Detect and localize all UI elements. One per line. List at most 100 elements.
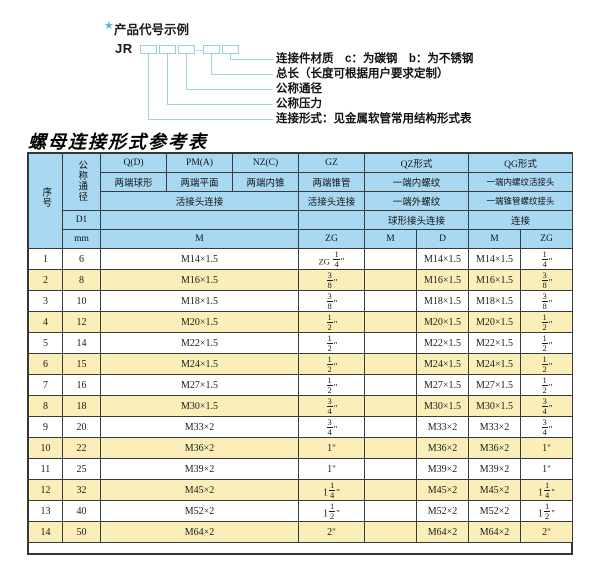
code-label-nominal-diameter: 公称通径: [276, 83, 322, 95]
cell-qz-m: [364, 521, 417, 543]
cell-seq: 4: [28, 311, 63, 333]
cell-qg-zg: 1": [520, 458, 574, 480]
cell-qg-zg: 1 2 ": [520, 332, 574, 354]
cell-thread-m: M36×2: [100, 437, 299, 459]
cell-qz-d: M27×1.5: [415, 374, 470, 396]
code-box-5: [222, 45, 239, 54]
cell-gz-zg: 1 1 4 ": [298, 479, 365, 501]
cell-gz-zg: 3 4 ": [298, 416, 365, 438]
code-prefix: JR: [115, 41, 133, 56]
cell-thread-m: M20×1.5: [100, 311, 299, 333]
cell-qg-m: M33×2: [468, 416, 522, 438]
cell-qg-zg: 3 8 ": [520, 290, 574, 312]
header-endform-qd: 两端球形: [100, 172, 167, 192]
cell-gz-zg: 1 2 ": [298, 332, 365, 354]
leader-line-1-horizontal: [230, 59, 273, 60]
cell-thread-m: M33×2: [100, 416, 299, 438]
table-row: 3 10 M18×1.5 3 8 " M18×1.5 M18×1.5 3 8 ": [28, 290, 574, 312]
header-row-end-forms: 两端球形 两端平面 两端内锥 两端锥管 一端内螺纹 一端内螺纹活接头: [29, 172, 574, 192]
cell-qz-m: [364, 479, 417, 501]
leader-line-3-horizontal: [186, 89, 273, 90]
header-unit-zg-gz: ZG: [298, 229, 365, 249]
cell-dn: 14: [62, 332, 101, 354]
cell-gz-zg: 1": [298, 437, 365, 459]
header-endform-gz: 两端锥管: [298, 172, 365, 192]
table-body: 1 6 M14×1.5 ZG 1 4 " M14×1.5 M14×1.5 1 4 " 2 8 M16×1.…: [28, 248, 574, 543]
cell-qg-m: M20×1.5: [468, 311, 522, 333]
cell-seq: 6: [28, 353, 63, 375]
header-row-connection-2: D1 球形接头连接 连接: [29, 210, 574, 230]
table-row: 6 15 M24×1.5 1 2 " M24×1.5 M24×1.5 1 2 ": [28, 353, 574, 375]
cell-qz-d: M20×1.5: [415, 311, 470, 333]
header-row-type-codes: 序号 公称通径 Q(D) PM(A) NZ(C) GZ QZ形式 QG形式: [28, 153, 574, 249]
cell-qg-m: M14×1.5: [468, 248, 522, 270]
code-label-nominal-pressure: 公称压力: [276, 98, 322, 110]
leader-line-1-vertical: [230, 54, 231, 60]
cell-qg-zg: 1 4 ": [520, 248, 574, 270]
cell-qz-m: [364, 332, 417, 354]
header-dn-mm: mm: [62, 229, 101, 249]
header-unit-m-left: M: [100, 229, 299, 249]
cell-gz-zg: 1": [298, 458, 365, 480]
header-conn2-gz: [298, 210, 365, 230]
cell-qg-m: M39×2: [468, 458, 522, 480]
cell-dn: 10: [62, 290, 101, 312]
cell-gz-zg: 2": [298, 521, 365, 543]
cell-qz-d: M22×1.5: [415, 332, 470, 354]
cell-qz-d: M18×1.5: [415, 290, 470, 312]
cell-dn: 16: [62, 374, 101, 396]
cell-qz-d: M39×2: [415, 458, 470, 480]
leader-line-4-vertical: [167, 54, 168, 105]
cell-thread-m: M52×2: [100, 500, 299, 522]
cell-qg-m: M24×1.5: [468, 353, 522, 375]
cell-gz-zg: 1 2 ": [298, 311, 365, 333]
cell-qz-m: [364, 290, 417, 312]
table-row: 4 12 M20×1.5 1 2 " M20×1.5 M20×1.5 1 2 ": [28, 311, 574, 333]
cell-dn: 40: [62, 500, 101, 522]
code-box-4: [203, 45, 220, 54]
cell-seq: 8: [28, 395, 63, 417]
cell-dn: 22: [62, 437, 101, 459]
cell-thread-m: M18×1.5: [100, 290, 299, 312]
code-box-2: [159, 45, 176, 54]
cell-qz-d: M14×1.5: [415, 248, 470, 270]
cell-qg-zg: 1 2 ": [520, 374, 574, 396]
cell-seq: 9: [28, 416, 63, 438]
cell-qz-d: M30×1.5: [415, 395, 470, 417]
code-box-1: [140, 45, 157, 54]
cell-seq: 11: [28, 458, 63, 480]
cell-thread-m: M45×2: [100, 479, 299, 501]
cell-qg-m: M36×2: [468, 437, 522, 459]
header-code-pma: PM(A): [166, 153, 233, 173]
cell-thread-m: M39×2: [100, 458, 299, 480]
cell-gz-zg: 3 8 ": [298, 290, 365, 312]
table-header: 序号 公称通径 Q(D) PM(A) NZ(C) GZ QZ形式 QG形式 两端…: [28, 153, 574, 249]
cell-gz-zg: 1 1 2 ": [298, 500, 365, 522]
cell-seq: 14: [28, 521, 63, 543]
header-conn1-gz: 活接头连接: [298, 191, 365, 211]
table-row: 14 50 M64×2 2" M64×2 M64×2 2": [28, 521, 574, 543]
cell-qz-d: M33×2: [415, 416, 470, 438]
header-unit-zg-qg: ZG: [520, 229, 574, 249]
cell-seq: 12: [28, 479, 63, 501]
star-icon: ★: [104, 20, 114, 32]
cell-seq: 2: [28, 269, 63, 291]
cell-seq: 3: [28, 290, 63, 312]
cell-thread-m: M27×1.5: [100, 374, 299, 396]
cell-qz-d: M45×2: [415, 479, 470, 501]
cell-dn: 8: [62, 269, 101, 291]
cell-qg-zg: 2": [520, 521, 574, 543]
cell-qz-m: [364, 500, 417, 522]
cell-qz-m: [364, 353, 417, 375]
cell-qg-m: M18×1.5: [468, 290, 522, 312]
code-label-length: 总长（长度可根据用户要求定制）: [276, 68, 449, 80]
header-dn-label: 公称通径: [76, 159, 88, 202]
cell-qz-m: [364, 269, 417, 291]
header-conn1-qg: 一端锥管螺纹接头: [468, 191, 574, 211]
table-row: 12 32 M45×2 1 1 4 " M45×2 M45×2 1 1 4 ": [28, 479, 574, 501]
cell-gz-zg: 3 4 ": [298, 395, 365, 417]
cell-qg-zg: 3 4 ": [520, 395, 574, 417]
header-unit-d-qz: D: [415, 229, 470, 249]
cell-thread-m: M64×2: [100, 521, 299, 543]
page-title: 螺母连接形式参考表: [28, 132, 208, 152]
